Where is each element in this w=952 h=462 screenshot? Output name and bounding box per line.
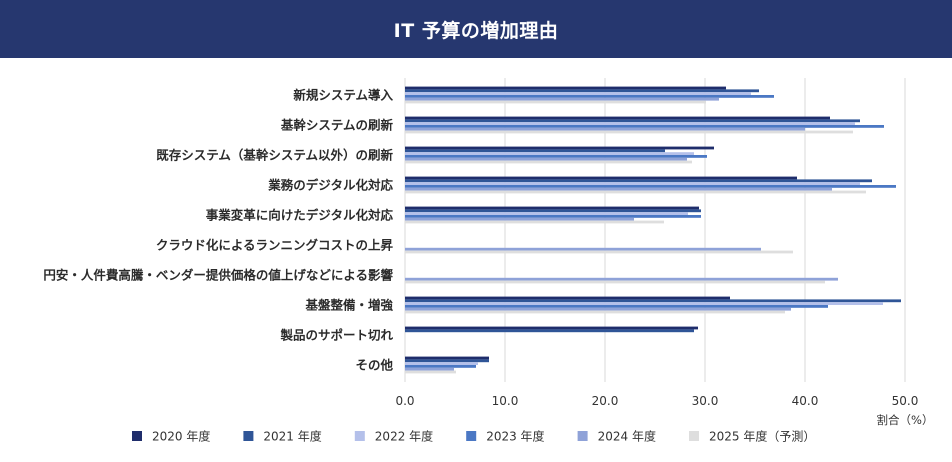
bar bbox=[405, 326, 698, 330]
legend: 2020 年度 2021 年度 2022 年度 2023 年度 2024 年度 2025 … bbox=[132, 429, 815, 444]
bar bbox=[405, 356, 489, 360]
bar bbox=[405, 359, 489, 363]
bar bbox=[405, 179, 872, 183]
bar bbox=[405, 130, 853, 134]
x-tick-label: 40.0 bbox=[792, 394, 819, 408]
legend-item: 2025 年度（予測） bbox=[689, 429, 815, 444]
bar bbox=[405, 370, 456, 374]
bar bbox=[405, 329, 694, 333]
bar bbox=[405, 127, 805, 131]
category-label: 製品のサポート切れ bbox=[279, 328, 393, 343]
category-label: クラウド化によるランニングコストの上昇 bbox=[156, 238, 394, 253]
bar bbox=[405, 187, 832, 191]
bar bbox=[405, 365, 476, 368]
legend-swatch bbox=[354, 431, 365, 441]
legend-label: 2023 年度 bbox=[486, 429, 544, 444]
bar bbox=[405, 146, 714, 150]
x-tick-label: 0.0 bbox=[395, 394, 414, 408]
bar bbox=[405, 299, 901, 303]
bar bbox=[405, 149, 665, 153]
x-tick-label: 20.0 bbox=[592, 394, 619, 408]
bar bbox=[405, 220, 664, 224]
bar bbox=[405, 122, 855, 125]
bar bbox=[405, 209, 701, 213]
legend-label: 2024 年度 bbox=[598, 429, 656, 444]
x-tick-labels: 0.0 10.0 20.0 30.0 40.0 50.0 bbox=[395, 394, 918, 408]
bar bbox=[405, 116, 830, 120]
bar bbox=[405, 125, 884, 128]
bar bbox=[405, 305, 828, 308]
bar bbox=[405, 152, 694, 155]
bar bbox=[405, 119, 860, 123]
bar bbox=[405, 160, 692, 164]
bar bbox=[405, 206, 699, 210]
x-tick-label: 30.0 bbox=[692, 394, 719, 408]
bar bbox=[405, 362, 478, 365]
legend-swatch bbox=[689, 431, 699, 441]
category-label: 基盤整備・増強 bbox=[304, 298, 393, 313]
x-tick-label: 10.0 bbox=[492, 394, 519, 408]
bar bbox=[405, 296, 730, 300]
bar bbox=[405, 92, 751, 95]
legend-label: 2021 年度 bbox=[263, 429, 321, 444]
bar bbox=[405, 185, 896, 188]
legend-label: 2022 年度 bbox=[375, 429, 433, 444]
bar bbox=[405, 277, 838, 281]
bar bbox=[405, 247, 761, 251]
legend-item: 2020 年度 bbox=[132, 429, 210, 444]
bar bbox=[405, 310, 785, 314]
category-label: 基幹システムの刷新 bbox=[280, 118, 394, 133]
x-tick-label: 50.0 bbox=[892, 394, 919, 408]
legend-item: 2022 年度 bbox=[354, 429, 433, 444]
bar bbox=[405, 86, 726, 90]
category-labels: 新規システム導入基幹システムの刷新既存システム（基幹システム以外）の刷新業務のデ… bbox=[43, 88, 393, 373]
category-label: 新規システム導入 bbox=[293, 88, 393, 103]
category-label: 既存システム（基幹システム以外）の刷新 bbox=[156, 148, 393, 163]
legend-swatch bbox=[132, 431, 142, 441]
legend-item: 2024 年度 bbox=[577, 429, 656, 444]
legend-swatch bbox=[577, 431, 588, 441]
bar bbox=[405, 95, 774, 98]
category-label: その他 bbox=[355, 358, 393, 373]
title-bar: IT 予算の増加理由 bbox=[0, 0, 952, 58]
legend-item: 2021 年度 bbox=[243, 429, 322, 444]
legend-label: 2020 年度 bbox=[152, 429, 210, 444]
bar bbox=[405, 182, 860, 185]
bar bbox=[405, 250, 793, 254]
legend-label: 2025 年度（予測） bbox=[709, 429, 815, 444]
category-label: 業務のデジタル化対応 bbox=[267, 178, 393, 193]
category-label: 事業変革に向けたデジタル化対応 bbox=[206, 208, 394, 223]
chart-title: IT 予算の増加理由 bbox=[393, 19, 559, 42]
bar bbox=[405, 89, 759, 93]
bar bbox=[405, 176, 797, 180]
x-axis-label: 割合（%） bbox=[877, 413, 934, 427]
bar bbox=[405, 217, 634, 221]
bar bbox=[405, 157, 687, 161]
bar bbox=[405, 280, 825, 284]
category-label: 円安・人件費高騰・ベンダー提供価格の値上げなどによる影響 bbox=[43, 268, 393, 283]
bar bbox=[405, 367, 454, 371]
legend-swatch bbox=[466, 431, 477, 441]
bar bbox=[405, 302, 883, 305]
bar bbox=[405, 100, 706, 104]
bar bbox=[405, 97, 719, 101]
legend-item: 2023 年度 bbox=[466, 429, 545, 444]
bar bbox=[405, 215, 701, 218]
bar bbox=[405, 307, 791, 311]
bar bbox=[405, 190, 866, 194]
bars bbox=[405, 86, 901, 374]
bar bbox=[405, 212, 688, 215]
bar bbox=[405, 155, 707, 158]
legend-swatch bbox=[243, 431, 254, 441]
